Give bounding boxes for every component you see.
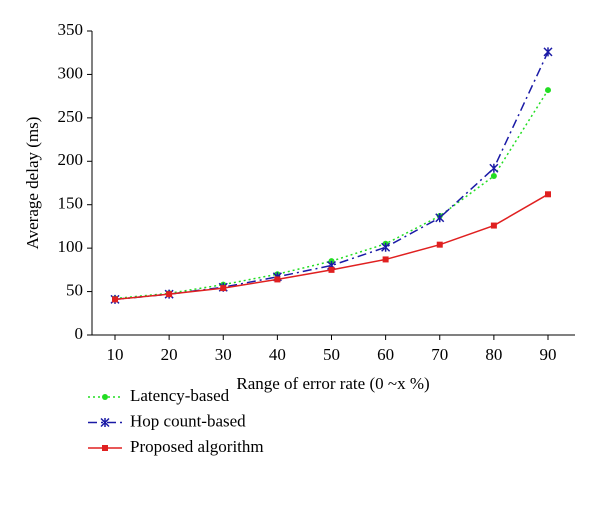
x-tick-label: 60 bbox=[377, 345, 394, 364]
point bbox=[166, 291, 173, 298]
point bbox=[490, 222, 497, 229]
point bbox=[545, 87, 551, 94]
point bbox=[274, 276, 281, 283]
x-tick-label: 80 bbox=[485, 345, 502, 364]
point bbox=[328, 266, 335, 273]
point bbox=[382, 256, 389, 263]
x-tick-label: 40 bbox=[269, 345, 286, 364]
point bbox=[545, 191, 551, 198]
y-tick-label: 300 bbox=[58, 63, 84, 82]
point bbox=[436, 241, 443, 248]
legend-marker bbox=[102, 394, 108, 400]
y-tick-label: 200 bbox=[58, 150, 84, 169]
x-tick-label: 50 bbox=[323, 345, 340, 364]
x-tick-label: 30 bbox=[215, 345, 232, 364]
point bbox=[220, 285, 227, 292]
x-tick-label: 20 bbox=[161, 345, 178, 364]
legend-label: Proposed algorithm bbox=[130, 437, 264, 456]
x-axis-label: Range of error rate (0 ~x %) bbox=[236, 374, 429, 393]
point bbox=[489, 163, 499, 173]
y-tick-label: 150 bbox=[58, 194, 84, 213]
point bbox=[112, 296, 118, 303]
point bbox=[381, 242, 391, 252]
y-tick-label: 50 bbox=[66, 280, 83, 299]
y-tick-label: 0 bbox=[75, 324, 84, 343]
x-tick-label: 90 bbox=[540, 345, 557, 364]
y-tick-label: 100 bbox=[58, 237, 84, 256]
series-line bbox=[114, 193, 549, 301]
series-line bbox=[114, 51, 549, 301]
legend-label: Latency-based bbox=[130, 386, 230, 405]
y-tick-label: 250 bbox=[58, 107, 84, 126]
y-tick-label: 350 bbox=[58, 20, 84, 39]
legend-marker bbox=[100, 417, 110, 428]
legend-marker bbox=[102, 445, 108, 451]
point bbox=[543, 47, 553, 57]
point bbox=[490, 173, 497, 180]
point bbox=[435, 213, 445, 223]
x-tick-label: 10 bbox=[107, 345, 124, 364]
legend-label: Hop count-based bbox=[130, 411, 246, 430]
y-axis-label: Average delay (ms) bbox=[23, 117, 42, 250]
x-tick-label: 70 bbox=[431, 345, 448, 364]
